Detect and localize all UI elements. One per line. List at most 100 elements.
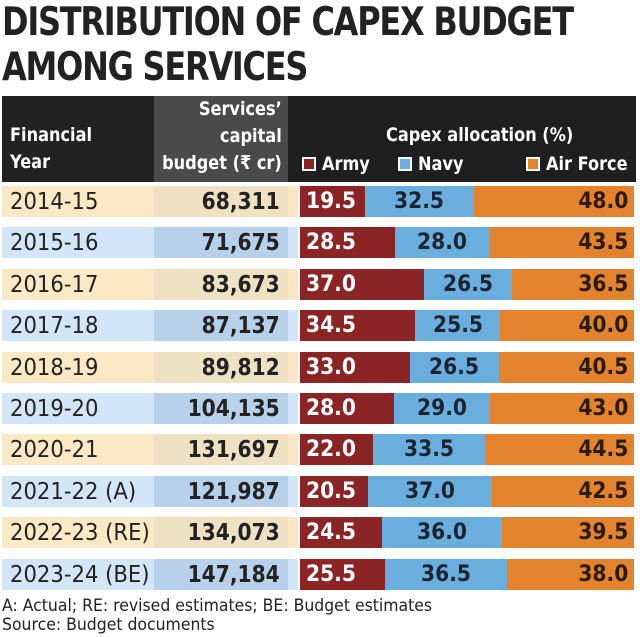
row-spacer [288,434,298,466]
stacked-bar: 24.5 36.0 39.5 [300,517,634,549]
row-spacer [288,310,298,342]
data-label-army: 22.0 [306,437,356,463]
stacked-bar: 19.5 32.5 48.0 [300,186,634,217]
year-label: 2018-19 [10,354,99,381]
row-spacer [288,475,298,507]
table-row: 2017-18 87,137 34.5 25.5 40.0 [2,310,636,342]
stacked-bar: 20.5 37.0 42.5 [300,475,634,507]
capital-budget-cell: 121,987 [154,475,288,507]
bar-segment-navy: 36.0 [381,517,503,549]
bar-segment-navy: 33.5 [373,434,486,466]
stacked-bar: 33.0 26.5 40.5 [300,351,634,383]
row-spacer [288,351,298,383]
legend-item-army: Army [302,152,378,176]
year-label: 2023-24 (BE) [10,561,150,588]
data-label-navy: 33.5 [404,437,455,463]
bar-segment-army: 37.0 [300,268,424,300]
data-label-army: 24.5 [306,520,356,546]
year-label: 2016-17 [10,271,99,298]
header-capital-budget: Services’ capital budget (₹ cr) [162,96,282,177]
year-label: 2022-23 (RE) [10,520,150,547]
bar-segment-army: 25.5 [300,558,386,590]
data-label-navy: 29.0 [416,395,467,421]
bar-segment-navy: 28.0 [395,227,489,259]
bar-segment-army: 22.0 [300,434,374,466]
legend-item-navy: Navy [398,152,472,176]
table-row: 2016-17 83,673 37.0 26.5 36.5 [2,268,636,300]
year-label: 2017-18 [10,313,99,340]
capital-budget-value: 131,697 [187,437,280,464]
bar-segment-army: 19.5 [300,186,366,217]
header-financial-year: Financial Year [10,122,92,176]
stacked-bar: 37.0 26.5 36.5 [300,268,634,300]
bar-segment-air-force: 43.5 [488,227,634,259]
data-label-air-force: 44.5 [578,437,628,463]
data-label-army: 28.0 [306,395,356,421]
bar-segment-army: 28.0 [300,392,394,424]
capital-budget-value: 87,137 [201,313,280,340]
header-budget-line-1: Services’ [199,98,282,120]
bar-segment-navy: 26.5 [423,268,513,300]
year-cell: 2017-18 [2,310,154,342]
bar-segment-army: 28.5 [300,227,396,259]
bar-segment-navy: 32.5 [365,186,474,217]
capital-budget-value: 147,184 [187,561,280,588]
bar-segment-army: 34.5 [300,310,416,342]
stacked-bar: 28.5 28.0 43.5 [300,227,634,259]
year-cell: 2020-21 [2,434,154,466]
year-label: 2014-15 [10,189,99,215]
year-cell: 2021-22 (A) [2,475,154,507]
table-row: 2023-24 (BE) 147,184 25.5 36.5 38.0 [2,558,636,590]
bar-segment-army: 24.5 [300,517,382,549]
data-label-navy: 32.5 [394,189,445,214]
header-year-cell: Financial Year [2,96,154,182]
data-label-navy: 26.5 [442,271,493,297]
stacked-bar: 28.0 29.0 43.0 [300,392,634,424]
data-label-air-force: 40.0 [578,313,628,339]
capital-budget-cell: 134,073 [154,517,288,549]
data-label-air-force: 39.5 [578,520,628,546]
year-cell: 2023-24 (BE) [2,558,154,590]
capital-budget-cell: 89,812 [154,351,288,383]
bar-segment-air-force: 36.5 [512,268,634,300]
year-cell: 2014-15 [2,186,154,217]
chart-title-line-2: AMONG SERVICES [2,45,308,90]
year-label: 2015-16 [10,230,99,257]
header-year-line-1: Financial [10,124,93,146]
year-label: 2019-20 [10,395,99,422]
table-row: 2022-23 (RE) 134,073 24.5 36.0 39.5 [2,517,636,549]
data-label-navy: 25.5 [432,313,483,339]
bar-segment-navy: 25.5 [415,310,501,342]
stacked-bar: 25.5 36.5 38.0 [300,558,634,590]
header-capex-allocation: Capex allocation (%) [386,124,574,146]
data-label-navy: 37.0 [405,478,456,504]
bar-segment-air-force: 48.0 [473,186,634,217]
table-row: 2019-20 104,135 28.0 29.0 43.0 [2,392,636,424]
data-label-air-force: 36.5 [578,271,628,297]
row-spacer [288,227,298,259]
footnote-abbreviations: A: Actual; RE: revised estimates; BE: Bu… [2,596,433,615]
data-label-army: 33.0 [306,354,356,380]
capital-budget-cell: 104,135 [154,392,288,424]
table-row: 2021-22 (A) 121,987 20.5 37.0 42.5 [2,475,636,507]
data-label-navy: 26.5 [429,354,480,380]
year-cell: 2019-20 [2,392,154,424]
legend-item-air-force: Air Force [526,152,640,176]
table-body: 2014-15 68,311 19.5 32.5 48.0 2015-16 71,675 28… [2,186,636,600]
bar-segment-air-force: 40.5 [498,351,634,383]
bar-segment-navy: 36.5 [385,558,508,590]
header-budget-line-2: capital [220,125,282,147]
capital-budget-cell: 83,673 [154,268,288,300]
row-spacer [288,517,298,549]
capital-budget-cell: 68,311 [154,186,288,217]
data-label-air-force: 38.0 [578,561,628,587]
bar-segment-air-force: 44.5 [485,434,634,466]
data-label-army: 37.0 [306,271,356,297]
bar-segment-navy: 26.5 [410,351,499,383]
header-budget-line-3: budget (₹ cr) [162,152,282,174]
capital-budget-value: 134,073 [187,520,280,547]
header-budget-cell: Services’ capital budget (₹ cr) [154,96,288,182]
table-row: 2014-15 68,311 19.5 32.5 48.0 [2,186,636,217]
footnote-source: Source: Budget documents [2,615,215,634]
table-header: Financial Year Services’ capital budget … [2,96,636,182]
